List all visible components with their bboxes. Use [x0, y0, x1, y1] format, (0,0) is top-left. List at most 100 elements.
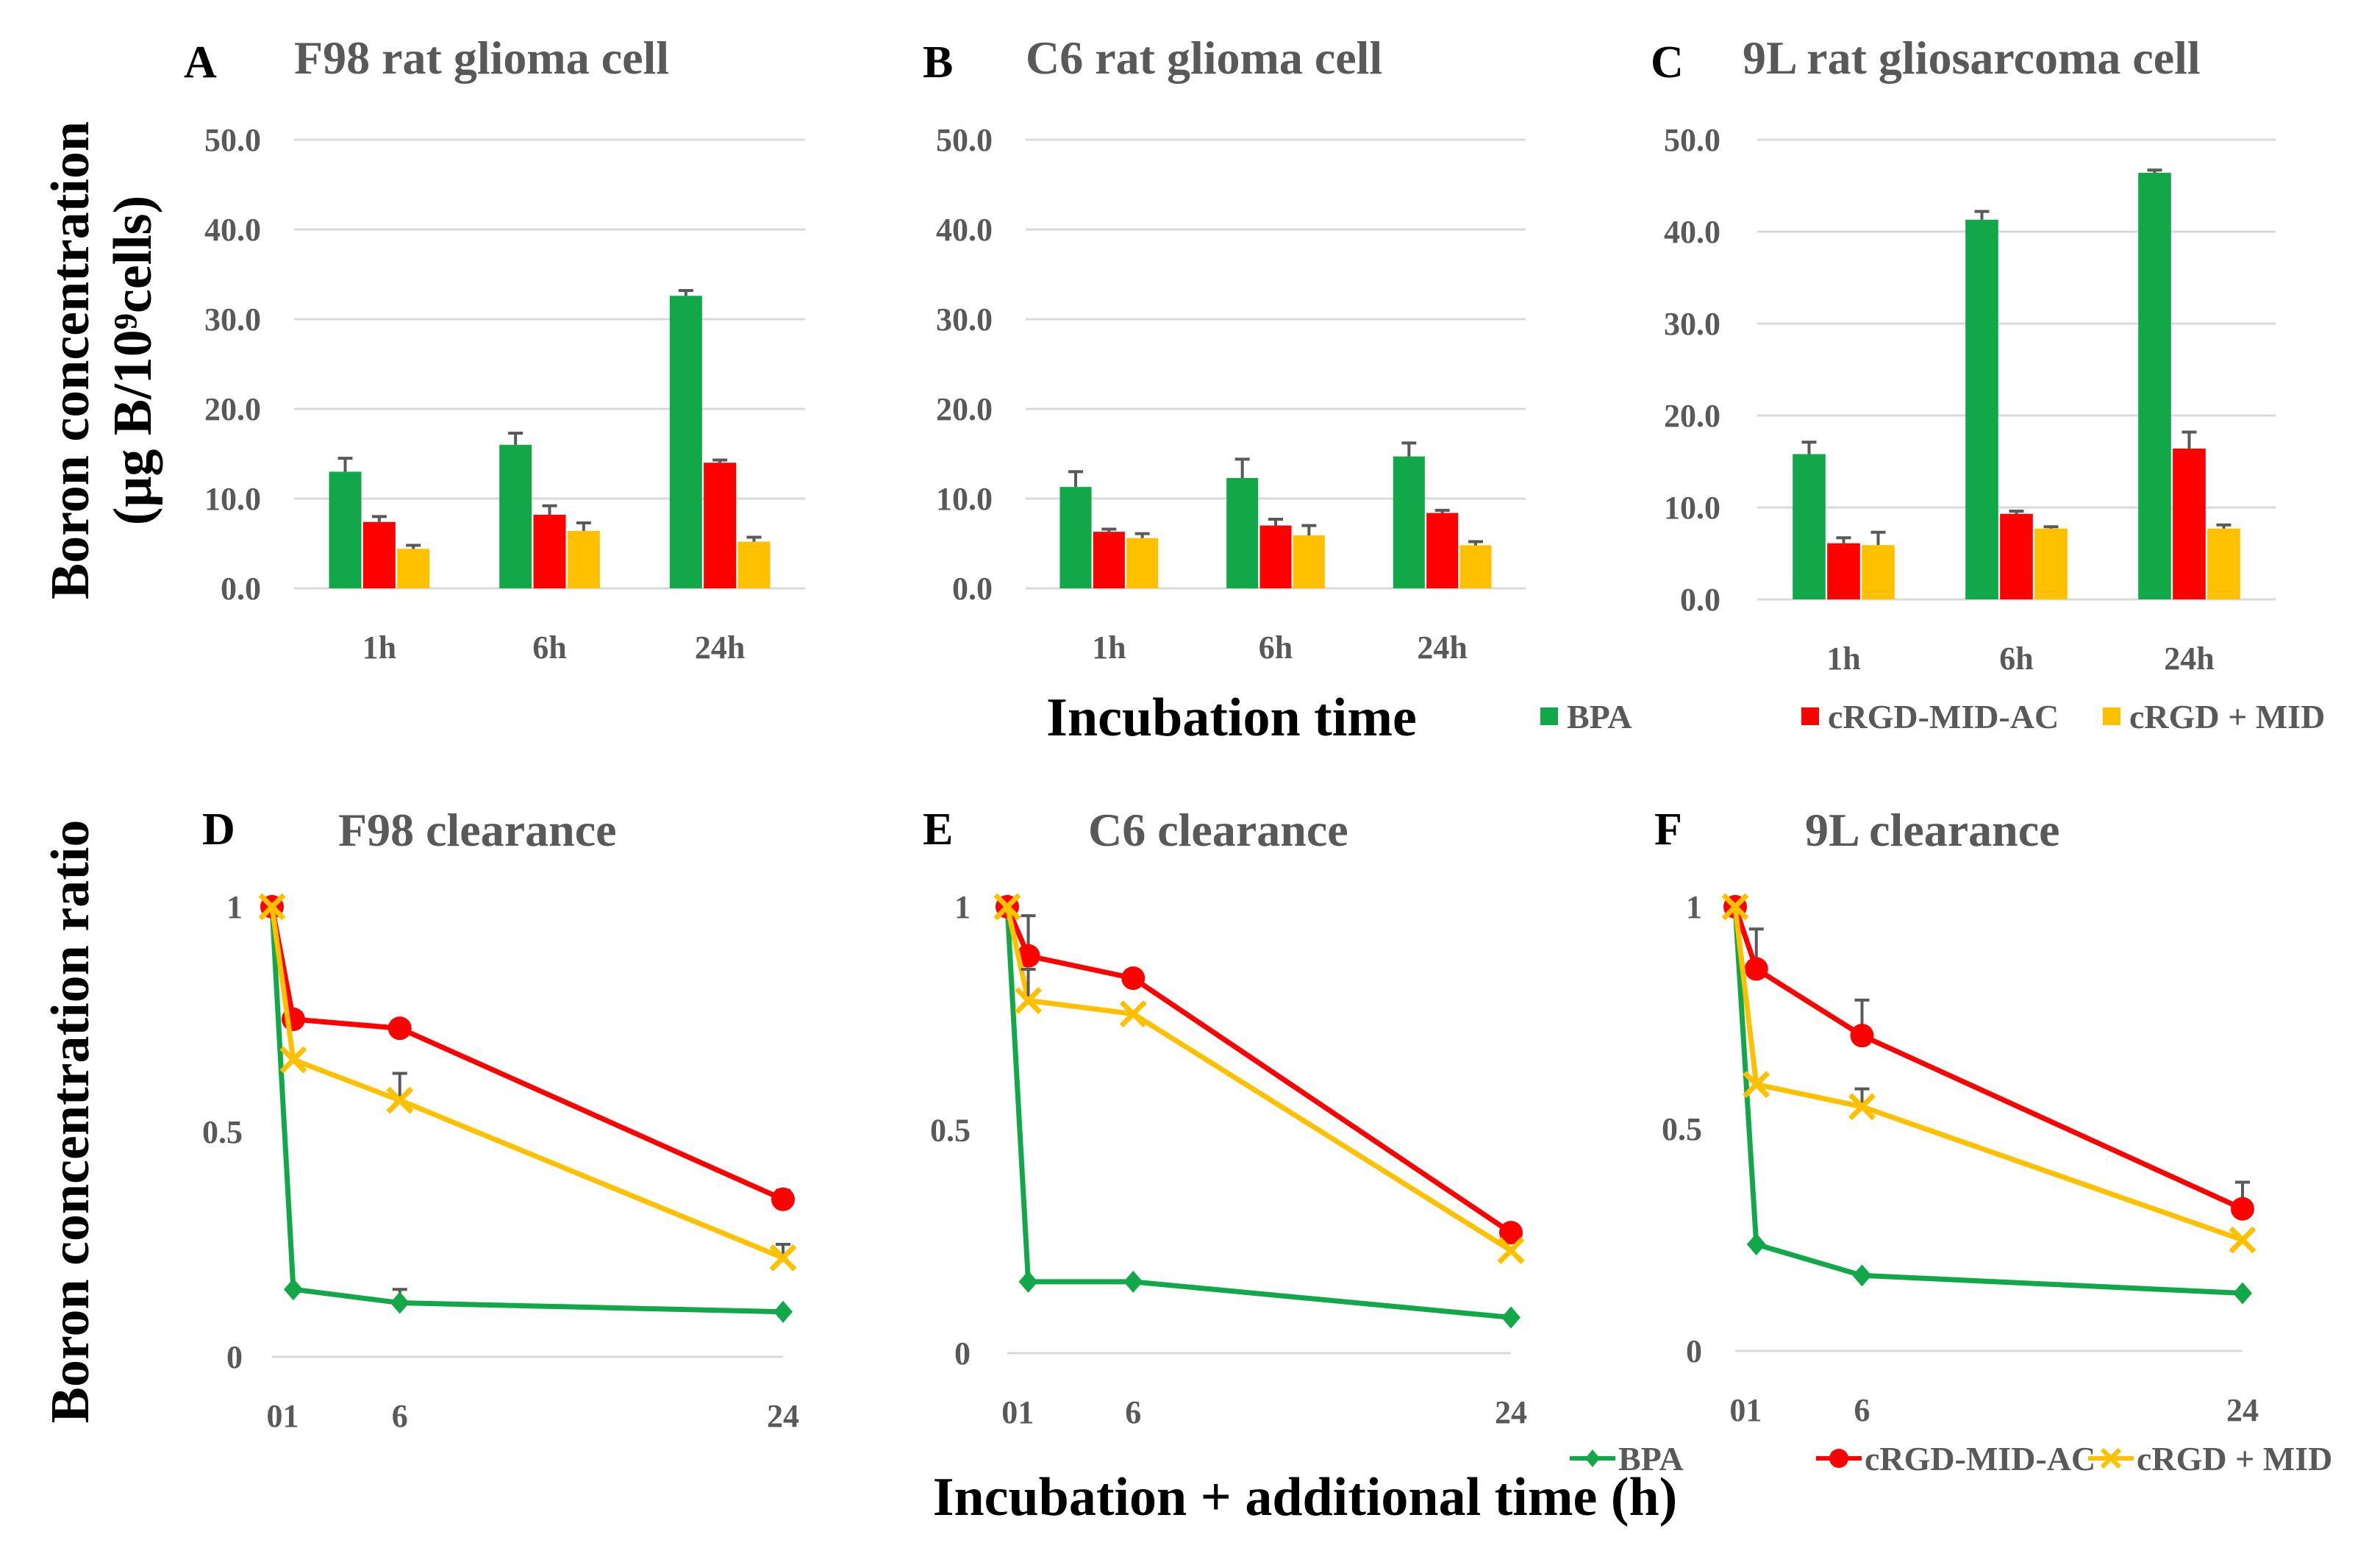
- y-tick-label: 0.0: [952, 571, 993, 607]
- panel-letter: B: [923, 38, 953, 88]
- marker-x: [279, 1046, 307, 1074]
- bar-crgd-mid: [567, 530, 600, 588]
- panel-a: A F98 rat glioma cell 0.0 10.0 20.0 30.0 40.0 5…: [184, 32, 805, 666]
- error-bar: [1134, 532, 1150, 538]
- y-tick-label: 1: [1686, 889, 1702, 925]
- y-tick-label: 40.0: [1664, 214, 1720, 250]
- error-bar: [2009, 510, 2024, 514]
- marker-x: [993, 893, 1021, 921]
- y-tick-label: 50.0: [936, 122, 993, 158]
- y-axis-label-top: Boron concentration: [40, 121, 101, 599]
- marker-diamond: [2233, 1282, 2252, 1305]
- x-tick-label: 1h: [1826, 641, 1860, 677]
- marker-x: [769, 1244, 797, 1272]
- panel-b: B C6 rat glioma cell 0.0 10.0 20.0 30.0 40.0 50…: [923, 32, 1526, 666]
- x-tick-label: 24: [767, 1398, 799, 1434]
- x-tick-label: 6: [1125, 1394, 1141, 1430]
- series-line-crgd-mid: [1004, 906, 1512, 1253]
- legend-swatch: [1801, 707, 1819, 725]
- y-tick-label: 30.0: [1664, 306, 1720, 342]
- legend: BPA cRGD-MID-AC cRGD + MID: [1540, 698, 2325, 735]
- error-bar: [392, 1072, 407, 1101]
- marker-diamond: [1501, 1306, 1520, 1329]
- legend-label: cRGD + MID: [2129, 698, 2325, 735]
- error-bar: [1468, 540, 1483, 546]
- x-axis-label-bottom: Incubation + additional time (h): [933, 1467, 1678, 1527]
- x-tick-label: 01: [266, 1398, 299, 1434]
- y-tick-label: 50.0: [1664, 122, 1720, 158]
- bar-crgd-mid: [737, 541, 771, 588]
- series-line-crgd-mid: [1732, 906, 2244, 1243]
- legend-label: cRGD-MID-AC: [1828, 698, 2059, 735]
- y-axis-label-bottom: Boron concentration ratio: [40, 820, 101, 1424]
- x-tick-label: 01: [1001, 1394, 1034, 1430]
- legend-marker: [2100, 1447, 2122, 1469]
- y-tick-label: 0: [1686, 1333, 1702, 1369]
- error-bar: [542, 504, 557, 515]
- chart-title: F98 clearance: [338, 804, 617, 856]
- bar-crgd-mid: [1293, 535, 1325, 588]
- marker-circle: [2231, 1197, 2254, 1221]
- panel-d: D F98 clearance 0 0.5 1 01 6 24: [202, 804, 799, 1434]
- error-bar: [1068, 470, 1083, 488]
- x-tick-label: 6: [1854, 1392, 1870, 1428]
- marker-diamond: [283, 1278, 303, 1301]
- y-tick-label: 1: [954, 889, 971, 925]
- panel-letter: A: [184, 38, 217, 88]
- y-tick-label: 0.0: [1680, 582, 1720, 618]
- bar-crgd-mid: [1126, 538, 1159, 588]
- marker-diamond: [773, 1300, 793, 1323]
- error-bar: [1234, 457, 1250, 478]
- marker-x: [258, 893, 286, 921]
- y-tick-label: 20.0: [1664, 398, 1720, 434]
- bar-bpa: [1393, 456, 1425, 588]
- panel-letter: C: [1651, 38, 1684, 88]
- y-tick-label: 30.0: [936, 302, 993, 338]
- marker-circle: [1121, 966, 1146, 991]
- marker-x: [1721, 893, 1749, 921]
- bar-crgd-mid-ac: [1259, 525, 1292, 588]
- y-tick-label: 0.5: [930, 1113, 971, 1149]
- marker-x: [1743, 1071, 1770, 1099]
- marker-x: [1497, 1236, 1525, 1264]
- chart-title: C6 rat glioma cell: [1026, 32, 1382, 84]
- series-line-crgd-mid-ac: [269, 906, 785, 1202]
- chart-title: F98 rat glioma cell: [294, 32, 669, 84]
- y-tick-label: 20.0: [204, 391, 261, 427]
- y-tick-label: 0.5: [202, 1114, 243, 1150]
- x-tick-label: 6: [392, 1398, 408, 1434]
- marker-diamond: [1018, 1270, 1038, 1293]
- error-bar: [1870, 530, 1886, 546]
- marker-circle: [1850, 1024, 1874, 1048]
- marker-x: [386, 1086, 414, 1114]
- bar-crgd-mid: [2034, 528, 2068, 599]
- error-bar: [746, 535, 762, 542]
- x-tick-label: 01: [1729, 1392, 1762, 1428]
- legend-label: cRGD-MID-AC: [1865, 1440, 2095, 1477]
- panel-letter: E: [923, 805, 953, 855]
- marker-circle: [1499, 1221, 1523, 1245]
- error-bar: [1434, 508, 1450, 513]
- marker-diamond: [1852, 1264, 1872, 1287]
- error-bar: [712, 458, 728, 463]
- x-tick-label: 24h: [2164, 641, 2214, 677]
- marker-x: [1848, 1093, 1876, 1121]
- error-bar: [1021, 967, 1036, 1001]
- y-tick-label: 40.0: [204, 212, 261, 248]
- bar-crgd-mid-ac: [704, 463, 737, 588]
- x-axis-label-top: Incubation time: [1046, 688, 1417, 748]
- x-tick-label: 6h: [532, 630, 566, 666]
- series-line-bpa: [1004, 906, 1512, 1320]
- error-bar: [1301, 524, 1317, 536]
- bar-crgd-mid: [1459, 545, 1492, 588]
- y-tick-label: 0.5: [1662, 1111, 1702, 1147]
- y-tick-label: 40.0: [936, 212, 993, 248]
- error-bar: [2147, 168, 2162, 173]
- panel-f: F 9L clearance 0 0.5 1 01 6 24 BPA cRGD-MID-AC cRG…: [1570, 804, 2332, 1477]
- bar-crgd-mid-ac: [1827, 543, 1860, 599]
- error-bar: [1401, 441, 1417, 457]
- bar-crgd-mid: [397, 549, 430, 588]
- y-tick-label: 0: [954, 1336, 971, 1372]
- x-tick-label: 24: [1495, 1394, 1527, 1430]
